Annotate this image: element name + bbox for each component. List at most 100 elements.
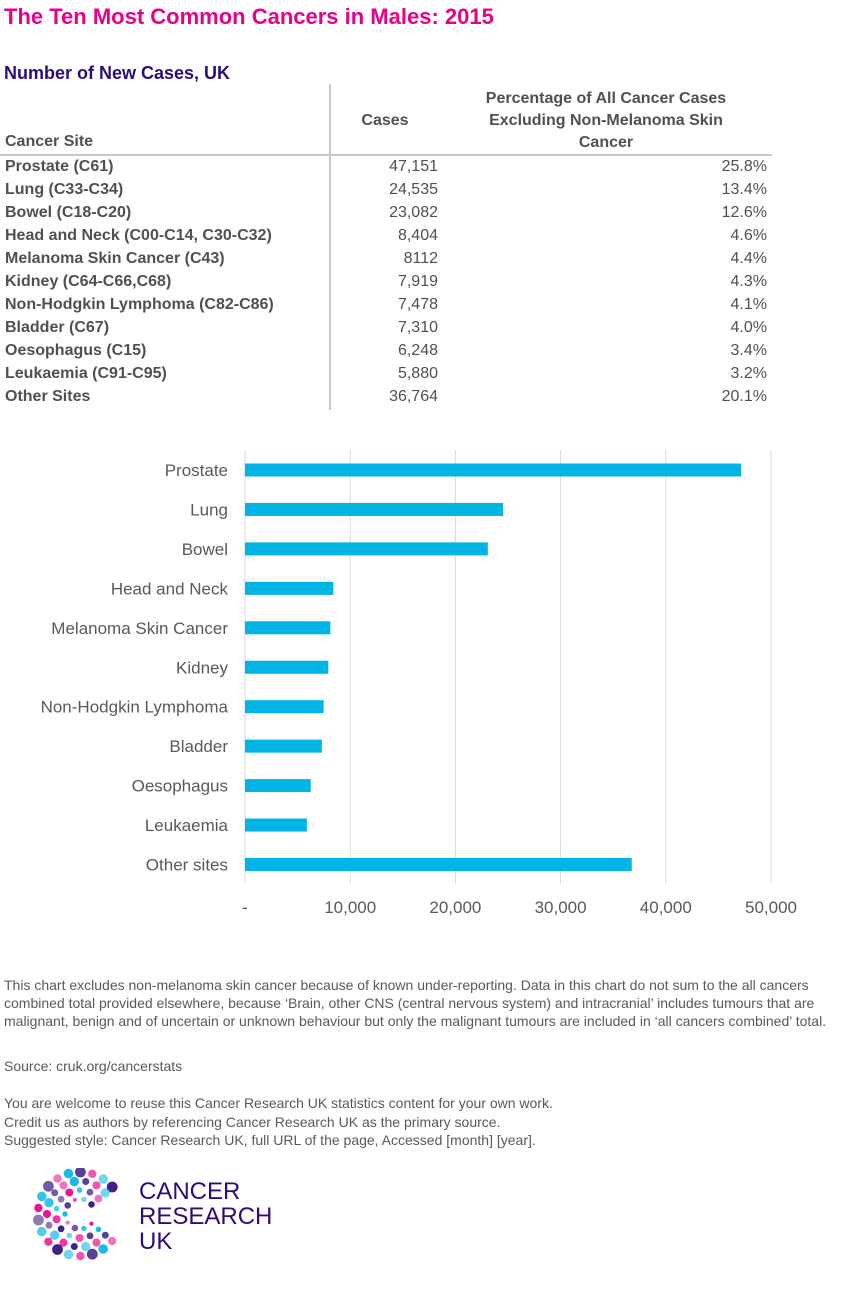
table-divider-horizontal (0, 154, 772, 156)
category-label: Bladder (169, 737, 228, 756)
logo-dot (98, 1174, 108, 1184)
table-subtitle: Number of New Cases, UK (4, 63, 231, 83)
logo-dot (34, 1203, 43, 1213)
logo-dot (52, 1215, 61, 1224)
logo-dot (81, 1225, 87, 1232)
x-tick-label: 10,000 (324, 898, 376, 917)
table-row: Melanoma Skin Cancer (C43) 8112 4.4% (0, 248, 772, 271)
logo-dot (59, 1181, 68, 1190)
logo-dot (72, 1197, 77, 1202)
x-tick-label: 40,000 (640, 898, 692, 917)
logo-dot (88, 1201, 95, 1208)
header-cancer-site: Cancer Site (5, 133, 94, 150)
exclusion-note: This chart excludes non-melanoma skin ca… (4, 977, 827, 1029)
bar-chart: Prostate Lung Bowel Head and Neck Melanoma S… (41, 450, 797, 917)
bar (245, 581, 334, 595)
table-row: Head and Neck (C00-C14, C30-C32) 8,404 4.6… (0, 225, 772, 248)
x-tick-label: 50,000 (745, 898, 797, 917)
cell-site: Head and Neck (C00-C14, C30-C32) (5, 227, 272, 244)
x-tick-label: 20,000 (429, 898, 481, 917)
logo-dot (106, 1181, 118, 1193)
page-title: The Ten Most Common Cancers in Males: 20… (4, 4, 494, 29)
header-percentage-line1: Percentage of All Cancer Cases (485, 90, 727, 107)
bar (245, 542, 488, 556)
logo-dot (101, 1231, 109, 1239)
header-percentage-line2: Excluding Non-Melanoma Skin (489, 112, 723, 129)
cell-percentage: 13.4% (721, 181, 767, 198)
logo-dot (75, 1168, 86, 1178)
logo-dot (71, 1224, 79, 1232)
cancer-research-uk-logo-icon (33, 1168, 118, 1261)
cell-percentage: 20.1% (721, 388, 767, 405)
cell-cases: 7,919 (397, 273, 438, 290)
table-row: Prostate (C61) 47,151 25.8% (0, 156, 772, 179)
logo-dot (44, 1237, 53, 1246)
logo-dot (53, 1205, 60, 1212)
category-label: Melanoma Skin Cancer (51, 619, 228, 638)
cell-site: Kidney (C64-C66,C68) (5, 273, 172, 290)
cell-site: Oesophagus (C15) (5, 342, 147, 359)
logo-dot (33, 1214, 44, 1226)
logo-dot (37, 1191, 47, 1202)
logo-dot (92, 1238, 101, 1247)
logo-dot (37, 1226, 47, 1237)
category-label: Lung (190, 500, 228, 519)
bar (245, 739, 322, 753)
logo-dot (44, 1198, 54, 1208)
logo-dot (52, 1244, 63, 1255)
cell-site: Prostate (C61) (5, 158, 114, 175)
header-cases: Cases (361, 112, 409, 129)
logo-dot (45, 1221, 53, 1229)
bar (245, 463, 742, 477)
bar (245, 621, 331, 635)
logo-dot (95, 1226, 102, 1233)
logo-dot (66, 1232, 73, 1239)
cell-cases: 7,478 (397, 296, 438, 313)
cell-site: Other Sites (5, 388, 91, 405)
logo-dot (89, 1221, 94, 1226)
cell-site: Non-Hodgkin Lymphoma (C82-C86) (5, 296, 274, 313)
logo-dot (100, 1188, 111, 1198)
logo-dot (86, 1248, 98, 1260)
logo-line: CANCER (139, 1178, 241, 1205)
cell-percentage: 4.0% (730, 319, 767, 336)
cell-cases: 6,248 (397, 342, 438, 359)
category-label: Other sites (146, 856, 228, 875)
logo-dot (70, 1243, 78, 1250)
cell-site: Lung (C33-C34) (5, 181, 124, 198)
reuse-line: Suggested style: Cancer Research UK, ful… (4, 1132, 536, 1148)
logo-dot (63, 1168, 74, 1179)
cell-cases: 47,151 (389, 158, 438, 175)
category-label: Leukaemia (145, 816, 229, 835)
table-row: Bowel (C18-C20) 23,082 12.6% (0, 202, 772, 225)
logo-dot (62, 1211, 68, 1217)
cell-site: Melanoma Skin Cancer (C43) (5, 250, 225, 267)
logo-dot (51, 1189, 59, 1197)
logo-dot (43, 1180, 54, 1192)
logo-dot (82, 1178, 90, 1185)
cell-cases: 7,310 (397, 319, 438, 336)
cell-percentage: 4.3% (730, 273, 767, 290)
logo-dot (86, 1188, 94, 1196)
logo-dot (50, 1230, 60, 1240)
logo-dot (65, 1220, 70, 1225)
reuse-notice: You are welcome to reuse this Cancer Res… (4, 1094, 553, 1150)
logo-line: RESEARCH (139, 1203, 273, 1230)
cell-percentage: 4.4% (730, 250, 767, 267)
logo-dot (94, 1194, 103, 1203)
cell-percentage: 25.8% (721, 158, 767, 175)
logo-dot (63, 1249, 74, 1260)
logo-dot (86, 1232, 94, 1240)
reuse-line: Credit us as authors by referencing Canc… (4, 1113, 501, 1130)
logo-dot (92, 1181, 101, 1190)
logo-dot (81, 1241, 91, 1252)
logo-dot (98, 1244, 108, 1254)
cell-cases: 5,880 (397, 365, 438, 382)
bar (245, 700, 324, 714)
category-label: Oesophagus (132, 777, 228, 796)
table-row: Bladder (C67) 7,310 4.0% (0, 317, 772, 340)
bar (245, 779, 311, 793)
cell-percentage: 3.2% (730, 365, 767, 382)
cell-cases: 8,404 (397, 227, 438, 244)
table-row: Other Sites 36,764 20.1% (0, 386, 772, 409)
